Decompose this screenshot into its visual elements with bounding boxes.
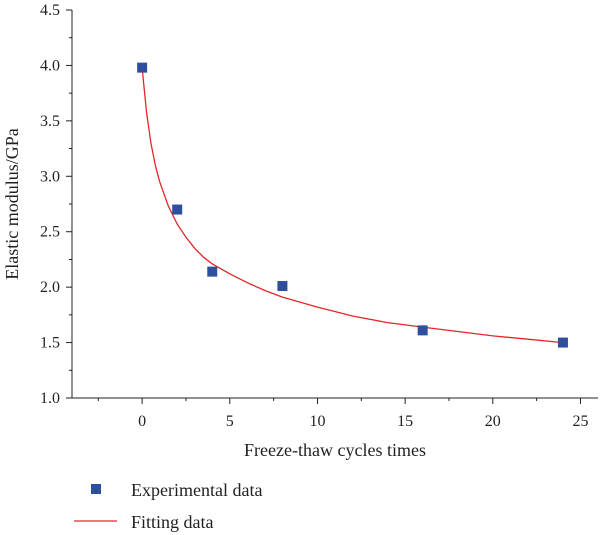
experimental-data-points [137, 62, 568, 348]
y-axis-ticks: 1.0 1.5 2.0 2.5 3.0 3.5 4.0 4.5 [40, 2, 72, 407]
y-tick-label: 4.5 [40, 2, 60, 19]
y-tick-label: 2.0 [40, 279, 60, 296]
x-tick-label: 25 [572, 413, 588, 430]
y-axis-title: Elastic modulus/GPa [2, 128, 22, 280]
x-tick-label: 5 [226, 413, 234, 430]
y-tick-label: 1.5 [40, 335, 60, 352]
data-point [172, 204, 183, 215]
y-tick-label: 2.5 [40, 224, 60, 241]
data-point [557, 337, 568, 348]
x-axis-title: Freeze-thaw cycles times [244, 440, 426, 460]
x-tick-label: 10 [309, 413, 325, 430]
legend-marker-experimental [91, 484, 101, 494]
data-point [417, 325, 428, 336]
plot-frame [71, 10, 598, 399]
y-tick-label: 4.0 [40, 57, 60, 74]
fitting-data-line [141, 67, 563, 344]
data-point [207, 266, 218, 277]
legend: Experimental data Fitting data [74, 480, 262, 532]
x-tick-label: 20 [485, 413, 501, 430]
legend-label-experimental: Experimental data [131, 480, 262, 500]
x-axis-ticks: 0 5 10 15 20 25 [97, 398, 588, 430]
legend-label-fitting: Fitting data [131, 512, 214, 532]
x-tick-label: 15 [397, 413, 413, 430]
y-tick-label: 1.0 [40, 390, 60, 407]
y-tick-label: 3.5 [40, 113, 60, 130]
y-tick-label: 3.0 [40, 168, 60, 185]
x-tick-label: 0 [138, 413, 146, 430]
data-point [277, 281, 288, 292]
data-point [137, 62, 148, 73]
